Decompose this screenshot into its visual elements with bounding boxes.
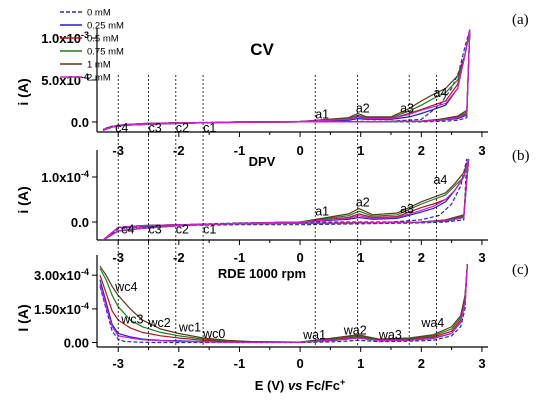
legend-entry: 0.25 mM (87, 21, 124, 32)
panel-title: RDE 1000 rpm (218, 266, 306, 281)
series-group (102, 29, 471, 131)
peak-label-c2: c2 (176, 121, 189, 135)
x-tick-label: 3 (478, 143, 485, 158)
y-tick-label: 0.00 (64, 336, 89, 351)
x-tick-label: -1 (234, 250, 246, 265)
series-line-2-mm (102, 158, 470, 240)
x-tick-label: 3 (478, 356, 485, 371)
series-line-0-mm (102, 29, 471, 131)
x-tick-label: -2 (173, 143, 185, 158)
x-tick-label: 0 (296, 143, 303, 158)
legend-entry: 2 mM (87, 73, 111, 84)
peak-label-a4: a4 (433, 86, 447, 100)
peak-label-a2: a2 (356, 195, 370, 209)
peak-label-c2: c2 (176, 222, 189, 236)
peak-label-c4: c4 (121, 222, 134, 236)
peak-label-wc2: wc2 (148, 316, 171, 330)
x-tick-label: 0 (296, 356, 303, 371)
y-tick-label: 5.0x10-4 (41, 72, 89, 88)
peak-label-wc3: wc3 (120, 312, 143, 326)
x-tick-label: -3 (112, 250, 124, 265)
x-tick-label: 0 (296, 250, 303, 265)
x-tick-label: -1 (234, 143, 246, 158)
panel-title: CV (250, 40, 274, 59)
peak-label-c4: c4 (115, 121, 128, 135)
x-tick-label: -3 (112, 143, 124, 158)
x-tick-label: -2 (173, 250, 185, 265)
x-tick-label: -3 (112, 356, 124, 371)
peak-label-wc4: wc4 (114, 280, 137, 294)
peak-label-wa1: wa1 (302, 328, 326, 342)
x-tick-label: 1 (357, 250, 364, 265)
legend-entry: 0.75 mM (87, 47, 124, 58)
peak-label-wa3: wa3 (378, 328, 402, 342)
peak-label-wc0: wc0 (202, 327, 225, 341)
x-tick-label: 2 (418, 143, 425, 158)
peak-label-a4: a4 (433, 173, 447, 187)
peak-label-a3: a3 (400, 102, 414, 116)
guide-lines (117, 75, 437, 347)
y-axis-label: i (A) (15, 186, 31, 213)
y-axis-label: I (A) (15, 304, 31, 331)
x-tick-label: -1 (234, 356, 246, 371)
panel-rde: -3 -2 -1 0 1 2 3 0.00 1.50x10-4 3.00x10-4 I (A) RDE… (15, 255, 529, 393)
y-tick-label: 3.00x10-4 (34, 267, 89, 283)
series-line-1-mm (99, 263, 468, 343)
panel-title: DPV (249, 154, 276, 169)
panel-label: (c) (512, 262, 529, 278)
y-axis-label: i (A) (15, 78, 31, 105)
peak-label-c3: c3 (149, 121, 162, 135)
series-line-2-mm (99, 263, 468, 343)
legend-entry: 0 mM (87, 8, 111, 19)
legend-entry: 1 mM (87, 60, 111, 71)
x-tick-label: 1 (357, 143, 364, 158)
y-tick-label: 1.0x10-4 (41, 169, 89, 185)
series-line-0-mm (99, 263, 468, 344)
peak-label-c1: c1 (203, 121, 216, 135)
x-axis-label: E (V) vs Fc/Fc+ (255, 377, 346, 393)
legend-entry: 0.5 mM (87, 34, 119, 45)
y-tick-label: 0.0 (71, 115, 89, 130)
legend: 0 mM 0.25 mM 0.5 mM 0.75 mM 1 mM 2 mM (60, 8, 124, 84)
series-line-0-mm (102, 158, 468, 240)
peak-label-a3: a3 (400, 202, 414, 216)
y-tick-label: 0.0 (71, 215, 89, 230)
peak-label-a1: a1 (315, 108, 329, 122)
x-tick-label: 1 (357, 356, 364, 371)
peak-label-a1: a1 (315, 204, 329, 218)
series-group (99, 263, 468, 344)
peak-label-wc1: wc1 (178, 320, 201, 334)
x-tick-label: 2 (418, 250, 425, 265)
panel-label: (a) (512, 12, 529, 28)
peak-label-wa4: wa4 (420, 316, 444, 330)
peak-label-a2: a2 (356, 102, 370, 116)
series-line-0.25-mm (102, 29, 471, 131)
series-line-2-mm (102, 29, 471, 131)
peak-label-wa2: wa2 (343, 324, 367, 338)
peak-label-c3: c3 (149, 222, 162, 236)
peak-label-c1: c1 (203, 222, 216, 236)
x-tick-label: 2 (418, 356, 425, 371)
series-group (102, 158, 470, 240)
y-tick-label: 1.50x10-4 (34, 301, 89, 317)
panel-label: (b) (512, 148, 530, 164)
panel-dpv: -3 -2 -1 0 1 2 3 0.0 1.0x10-4 i (A) DPV (b) a1 a2 a3 a4… (15, 148, 530, 265)
x-tick-label: -2 (173, 356, 185, 371)
x-tick-label: 3 (478, 250, 485, 265)
